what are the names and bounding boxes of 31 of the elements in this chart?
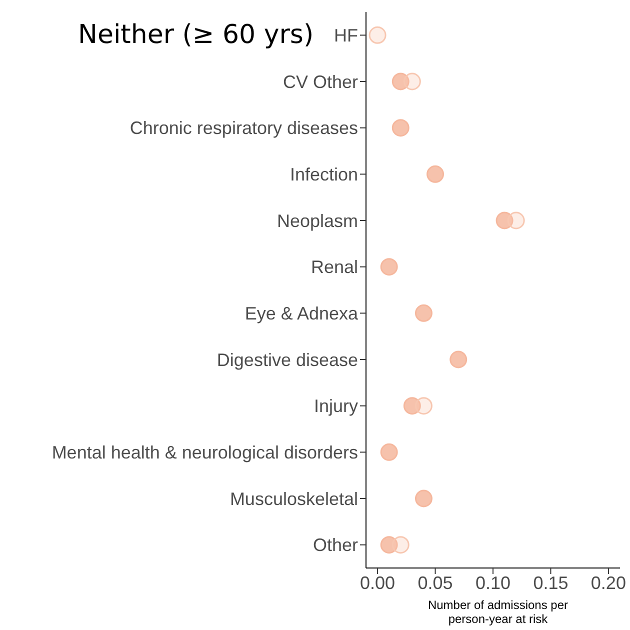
point bbox=[380, 443, 398, 461]
y-tick-label: CV Other bbox=[282, 72, 358, 92]
x-tick-label: 0.00 bbox=[360, 572, 396, 593]
x-tick-label: 0.05 bbox=[418, 572, 453, 593]
point bbox=[368, 26, 386, 44]
point bbox=[496, 212, 514, 230]
y-tick-label: Infection bbox=[290, 164, 358, 185]
x-tick-label: 0.20 bbox=[590, 572, 626, 593]
point bbox=[450, 350, 468, 368]
y-tick-label: Digestive disease bbox=[216, 350, 358, 370]
chart-title: Neither (≥ 60 yrs) bbox=[78, 20, 314, 50]
x-tick-label: 0.10 bbox=[475, 572, 511, 593]
point bbox=[414, 490, 432, 508]
point bbox=[380, 536, 398, 554]
point bbox=[403, 397, 421, 415]
point bbox=[392, 72, 410, 90]
y-tick-label: Neoplasm bbox=[276, 210, 358, 231]
x-axis-title: Number of admissions per person-year at risk bbox=[426, 598, 570, 626]
y-tick-label: Other bbox=[312, 535, 358, 556]
y-tick-label: Mental health & neurological disorders bbox=[52, 442, 358, 463]
y-tick-label: HF bbox=[334, 26, 358, 46]
y-tick-label: Renal bbox=[310, 257, 358, 278]
point bbox=[392, 119, 410, 137]
x-tick-label: 0.15 bbox=[533, 572, 568, 593]
y-tick-label: Musculoskeletal bbox=[230, 488, 358, 509]
y-tick-label: Eye & Adnexa bbox=[244, 304, 359, 324]
y-tick-label: Injury bbox=[314, 396, 358, 416]
point bbox=[426, 165, 444, 183]
point bbox=[414, 304, 432, 322]
y-tick-label: Chronic respiratory diseases bbox=[130, 118, 358, 138]
point bbox=[380, 258, 398, 276]
